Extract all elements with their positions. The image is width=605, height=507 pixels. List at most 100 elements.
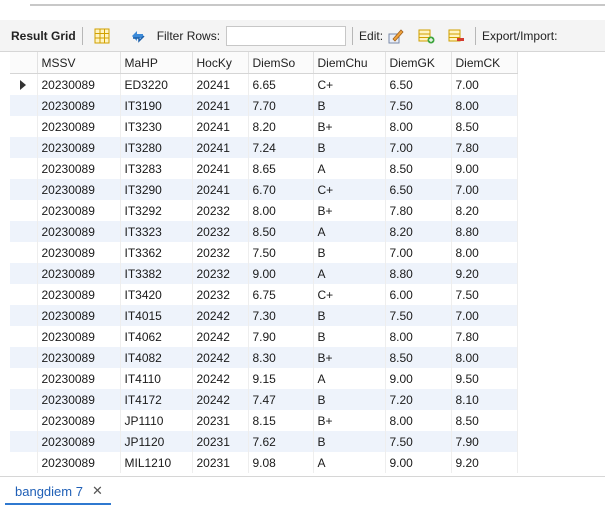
table-cell[interactable]: 6.00 <box>385 284 452 305</box>
table-cell[interactable]: IT3283 <box>120 158 193 179</box>
table-row[interactable]: 20230089 IT4082 20242 8.30 B+ 8.50 8.00 <box>10 347 518 368</box>
table-cell[interactable]: 7.00 <box>451 305 518 326</box>
table-cell[interactable]: IT3323 <box>120 221 193 242</box>
table-cell[interactable]: 7.80 <box>451 137 518 158</box>
table-row[interactable]: 20230089 IT4172 20242 7.47 B 7.20 8.10 <box>10 389 518 410</box>
table-cell[interactable]: 20231 <box>192 410 249 431</box>
table-cell[interactable]: 20230089 <box>37 410 121 431</box>
table-cell[interactable]: IT3230 <box>120 116 193 137</box>
table-cell[interactable]: 20242 <box>192 389 249 410</box>
table-cell[interactable]: B <box>313 326 386 347</box>
table-cell[interactable]: 6.70 <box>248 179 314 200</box>
table-row[interactable]: 20230089 IT4062 20242 7.90 B 8.00 7.80 <box>10 326 518 347</box>
table-cell[interactable]: IT3420 <box>120 284 193 305</box>
table-cell[interactable]: 9.00 <box>385 452 452 473</box>
table-cell[interactable]: A <box>313 368 386 389</box>
table-cell[interactable]: 7.47 <box>248 389 314 410</box>
column-header[interactable]: DiemSo <box>248 52 314 74</box>
table-cell[interactable]: IT3362 <box>120 242 193 263</box>
column-header[interactable]: DiemCK <box>451 52 518 74</box>
table-cell[interactable]: B+ <box>313 410 386 431</box>
refresh-icon[interactable] <box>129 27 147 45</box>
table-cell[interactable]: 9.20 <box>451 263 518 284</box>
table-cell[interactable]: 8.50 <box>385 158 452 179</box>
edit-pencil-icon[interactable] <box>387 27 405 45</box>
table-cell[interactable]: A <box>313 158 386 179</box>
table-cell[interactable]: 7.24 <box>248 137 314 158</box>
table-cell[interactable]: 8.00 <box>385 326 452 347</box>
table-cell[interactable]: 8.15 <box>248 410 314 431</box>
table-cell[interactable]: A <box>313 452 386 473</box>
table-cell[interactable]: B <box>313 431 386 452</box>
table-row[interactable]: 20230089 IT3280 20241 7.24 B 7.00 7.80 <box>10 137 518 158</box>
table-cell[interactable]: IT4082 <box>120 347 193 368</box>
table-cell[interactable]: 9.00 <box>385 368 452 389</box>
table-row[interactable]: 20230089 IT4110 20242 9.15 A 9.00 9.50 <box>10 368 518 389</box>
table-cell[interactable]: 8.50 <box>248 221 314 242</box>
table-cell[interactable]: 8.00 <box>451 242 518 263</box>
table-cell[interactable]: 7.62 <box>248 431 314 452</box>
table-cell[interactable]: MIL1210 <box>120 452 193 473</box>
table-cell[interactable]: 20230089 <box>37 452 121 473</box>
table-cell[interactable]: 7.50 <box>248 242 314 263</box>
table-cell[interactable]: 7.50 <box>385 305 452 326</box>
column-header[interactable]: HocKy <box>192 52 249 74</box>
table-cell[interactable]: 9.00 <box>248 263 314 284</box>
table-row[interactable]: 20230089 JP1110 20231 8.15 B+ 8.00 8.50 <box>10 410 518 431</box>
table-cell[interactable]: 20232 <box>192 221 249 242</box>
table-cell[interactable]: 8.20 <box>451 200 518 221</box>
column-header[interactable]: DiemChu <box>313 52 386 74</box>
table-cell[interactable]: 9.00 <box>451 158 518 179</box>
table-cell[interactable]: 7.00 <box>385 242 452 263</box>
table-row[interactable]: 20230089 MIL1210 20231 9.08 A 9.00 9.20 <box>10 452 518 473</box>
table-cell[interactable]: 20232 <box>192 200 249 221</box>
table-cell[interactable]: IT4172 <box>120 389 193 410</box>
table-cell[interactable]: 20230089 <box>37 158 121 179</box>
table-cell[interactable]: 7.90 <box>451 431 518 452</box>
table-cell[interactable]: 20241 <box>192 73 249 95</box>
table-cell[interactable]: A <box>313 263 386 284</box>
table-cell[interactable]: 7.20 <box>385 389 452 410</box>
table-cell[interactable]: IT3382 <box>120 263 193 284</box>
table-cell[interactable]: IT4110 <box>120 368 193 389</box>
table-cell[interactable]: 7.70 <box>248 95 314 116</box>
table-cell[interactable]: 8.30 <box>248 347 314 368</box>
table-cell[interactable]: 20242 <box>192 347 249 368</box>
table-cell[interactable]: B <box>313 389 386 410</box>
table-cell[interactable]: 7.00 <box>385 137 452 158</box>
table-cell[interactable]: 20232 <box>192 263 249 284</box>
table-cell[interactable]: 6.50 <box>385 73 452 95</box>
table-cell[interactable]: C+ <box>313 179 386 200</box>
table-cell[interactable]: 8.00 <box>451 347 518 368</box>
table-cell[interactable]: B <box>313 95 386 116</box>
table-cell[interactable]: 8.80 <box>385 263 452 284</box>
table-cell[interactable]: IT3190 <box>120 95 193 116</box>
column-header[interactable]: MaHP <box>120 52 193 74</box>
table-row[interactable]: 20230089 IT3362 20232 7.50 B 7.00 8.00 <box>10 242 518 263</box>
table-cell[interactable]: 20230089 <box>37 305 121 326</box>
table-cell[interactable]: 7.80 <box>451 326 518 347</box>
table-cell[interactable]: 20230089 <box>37 200 121 221</box>
table-cell[interactable]: 6.65 <box>248 73 314 95</box>
table-cell[interactable]: 20230089 <box>37 116 121 137</box>
table-cell[interactable]: 20230089 <box>37 242 121 263</box>
table-cell[interactable]: B+ <box>313 116 386 137</box>
table-cell[interactable]: 9.20 <box>451 452 518 473</box>
tab-bangdiem[interactable]: bangdiem 7 ✕ <box>5 479 111 505</box>
table-cell[interactable]: 20232 <box>192 242 249 263</box>
table-row[interactable]: 20230089 IT3290 20241 6.70 C+ 6.50 7.00 <box>10 179 518 200</box>
table-cell[interactable]: 7.50 <box>385 431 452 452</box>
table-cell[interactable]: B+ <box>313 200 386 221</box>
table-cell[interactable]: C+ <box>313 73 386 95</box>
table-cell[interactable]: 20241 <box>192 179 249 200</box>
table-cell[interactable]: 20231 <box>192 431 249 452</box>
table-cell[interactable]: 20230089 <box>37 368 121 389</box>
table-cell[interactable]: 7.00 <box>451 179 518 200</box>
table-cell[interactable]: 8.00 <box>385 116 452 137</box>
table-cell[interactable]: 8.00 <box>451 95 518 116</box>
grid-view-icon[interactable] <box>93 27 111 45</box>
table-cell[interactable]: IT3290 <box>120 179 193 200</box>
table-cell[interactable]: 9.08 <box>248 452 314 473</box>
table-cell[interactable]: 20230089 <box>37 137 121 158</box>
table-cell[interactable]: JP1110 <box>120 410 193 431</box>
